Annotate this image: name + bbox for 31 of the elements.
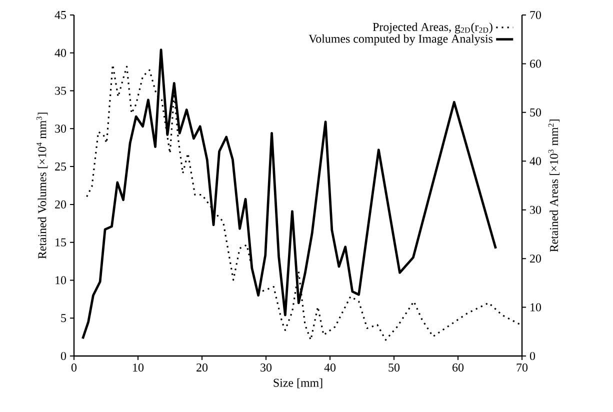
legend-label: Projected Areas, g$_{2D}$(r$_{2D}$): [372, 22, 492, 34]
y2-tick-label: 60: [530, 60, 541, 68]
x-tick-label: 50: [388, 364, 400, 372]
x-tick-label: 60: [452, 364, 464, 372]
y2-tick-label: 70: [530, 10, 541, 20]
y-tick-label: 10: [56, 276, 66, 284]
y-tick-label: 35: [55, 86, 66, 95]
y-tick-label: 0: [60, 352, 66, 360]
x-tick-label: 20: [196, 364, 208, 372]
y2-tick-label: 50: [530, 108, 541, 116]
y-tick-label: 25: [55, 162, 66, 171]
y2-tick-label: 40: [530, 157, 541, 166]
y2-tick-label: 20: [530, 254, 541, 263]
y-tick-label: 5: [61, 314, 66, 322]
x-tick-label: 30: [260, 364, 272, 372]
x-axis-title: Size [mm]: [274, 378, 322, 388]
y-tick-label: 40: [54, 48, 66, 57]
y-axis-title: Retained Volumes [×10$^{4}$ mm$^{3}$]: [36, 112, 48, 259]
y-tick-label: 30: [55, 124, 66, 133]
y-tick-label: 20: [55, 200, 66, 208]
y2-tick-label: 30: [530, 206, 541, 214]
x-tick-label: 10: [133, 364, 144, 372]
x-tick-label: 40: [324, 364, 336, 372]
legend-label: Volumes computed by Image Analysis: [308, 34, 493, 46]
y2-tick-label: 10: [530, 303, 541, 312]
y-tick-label: 45: [54, 11, 66, 19]
x-tick-label: 70: [516, 364, 528, 372]
y2-axis-title: Retained Areas [×10$^{3}$ mm$^{2}$]: [548, 120, 560, 252]
x-tick-label: 0: [71, 364, 77, 372]
y-tick-label: 15: [56, 238, 66, 246]
y2-tick-label: 0: [530, 352, 536, 360]
